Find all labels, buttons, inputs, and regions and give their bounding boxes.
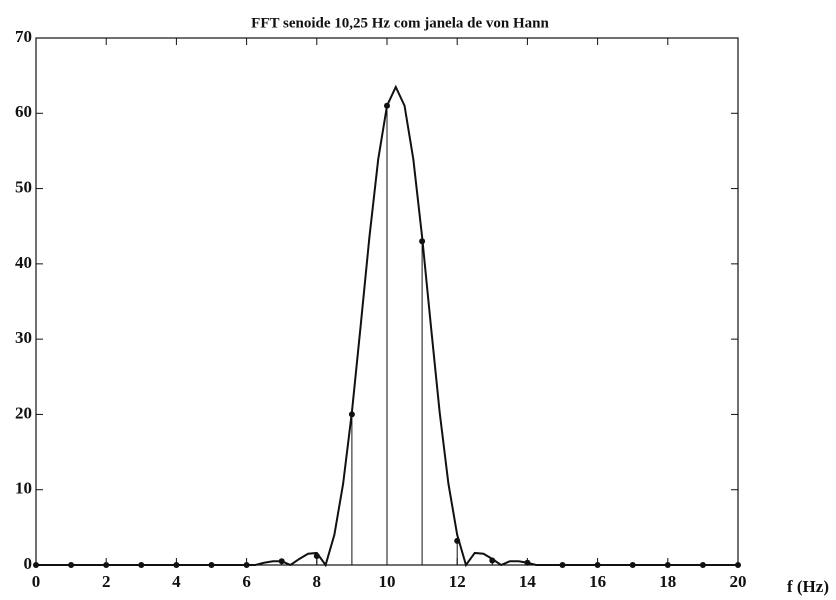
stem-marker xyxy=(629,562,636,568)
x-tick-label: 14 xyxy=(519,572,537,591)
stem-marker xyxy=(735,562,741,568)
x-tick-label: 0 xyxy=(32,572,41,591)
stem-marker xyxy=(33,562,39,568)
stem-marker xyxy=(103,562,110,568)
stem-marker xyxy=(173,562,180,568)
stem-marker xyxy=(524,559,531,566)
x-tick-label: 10 xyxy=(379,572,396,591)
stem-marker xyxy=(348,411,355,418)
stem-marker xyxy=(138,562,145,568)
x-tick-label: 20 xyxy=(730,572,747,591)
x-tick-label: 8 xyxy=(313,572,322,591)
x-tick-label: 12 xyxy=(449,572,466,591)
stem-marker xyxy=(454,537,461,544)
y-tick-label: 20 xyxy=(15,403,32,422)
x-tick-label: 4 xyxy=(172,572,181,591)
stem-marker xyxy=(313,552,320,559)
y-tick-label: 60 xyxy=(15,102,32,121)
y-tick-label: 0 xyxy=(24,554,33,573)
y-tick-label: 70 xyxy=(15,27,32,46)
stem-marker xyxy=(559,562,566,568)
y-tick-label: 30 xyxy=(15,328,32,347)
y-tick-label: 50 xyxy=(15,177,32,196)
y-tick-label: 10 xyxy=(15,479,32,498)
x-tick-label: 16 xyxy=(589,572,606,591)
stem-marker xyxy=(68,562,75,568)
stem-marker xyxy=(664,562,671,568)
y-tick-label: 40 xyxy=(15,253,32,272)
stem-marker xyxy=(278,558,285,565)
x-tick-label: 2 xyxy=(102,572,111,591)
stem-marker xyxy=(489,557,496,564)
stem-marker xyxy=(419,238,426,245)
stem-marker xyxy=(699,562,706,568)
x-tick-label: 18 xyxy=(659,572,676,591)
stem-marker xyxy=(243,562,250,568)
x-axis-label: f (Hz) xyxy=(787,577,829,596)
stem-marker xyxy=(594,562,601,568)
stem-marker xyxy=(384,102,390,109)
chart-title: FFT senoide 10,25 Hz com janela de von H… xyxy=(251,15,549,31)
x-tick-label: 6 xyxy=(242,572,251,591)
stem-marker xyxy=(208,562,215,568)
